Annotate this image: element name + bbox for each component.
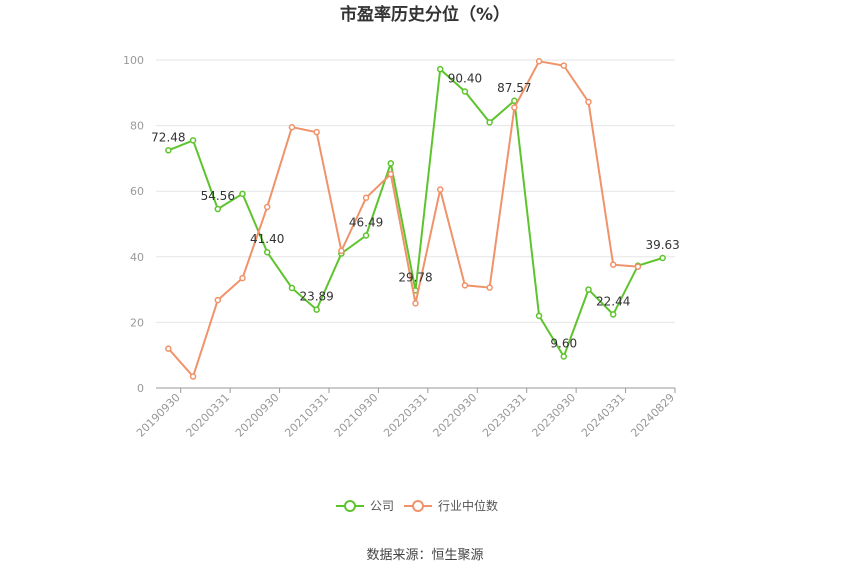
data-point <box>486 119 493 126</box>
y-tick-label: 20 <box>130 316 144 329</box>
x-tick-label: 20230331 <box>480 391 529 440</box>
data-label: 9.60 <box>550 337 577 351</box>
source-note: 数据来源：恒生聚源 <box>366 548 483 563</box>
data-point <box>609 261 617 268</box>
data-point <box>239 274 246 282</box>
data-point <box>436 186 444 193</box>
data-label: 22.44 <box>596 294 630 308</box>
data-label: 39.63 <box>645 238 679 252</box>
y-tick-label: 40 <box>130 251 144 264</box>
x-tick-label: 20190930 <box>134 391 183 440</box>
data-label: 72.48 <box>151 130 185 144</box>
data-point <box>585 98 592 106</box>
data-point <box>165 345 172 352</box>
data-point <box>486 284 493 291</box>
data-label: 46.49 <box>349 216 383 230</box>
legend[interactable]: 公司 行业中位数 <box>336 498 498 513</box>
x-axis: 20190930 20200331 20200930 20210331 20210930… <box>134 387 677 440</box>
x-tick-label: 20200331 <box>183 391 232 440</box>
data-point <box>189 137 197 144</box>
y-tick-label: 60 <box>130 185 144 198</box>
data-point <box>634 263 642 270</box>
data-point <box>313 128 320 136</box>
data-point <box>165 147 172 154</box>
legend-label: 公司 <box>370 499 394 513</box>
data-labels: 72.48 54.56 41.40 23.89 46.49 29.78 90.40 87.57… <box>151 71 680 350</box>
data-label: 54.56 <box>201 189 235 203</box>
data-point <box>511 104 518 111</box>
y-axis: 0 20 40 60 80 100 <box>123 54 144 395</box>
data-point <box>609 311 617 318</box>
data-point <box>560 62 568 69</box>
data-label: 23.89 <box>299 290 333 304</box>
data-point <box>362 194 370 202</box>
data-point <box>412 300 419 307</box>
series-line-1 <box>167 60 638 379</box>
data-point <box>338 247 345 255</box>
series-line-0 <box>168 67 663 359</box>
data-point <box>659 254 666 262</box>
data-point <box>189 373 197 380</box>
data-point <box>288 284 296 292</box>
data-point <box>535 312 543 320</box>
y-tick-label: 80 <box>130 120 144 133</box>
x-tick-label: 20220930 <box>431 391 480 440</box>
data-point <box>436 65 444 73</box>
data-point <box>511 97 518 105</box>
x-tick-label: 20210930 <box>332 391 381 440</box>
data-point <box>535 58 543 65</box>
x-tick-label: 20210331 <box>282 391 331 440</box>
x-tick-label: 20220331 <box>381 391 430 440</box>
data-label: 29.78 <box>398 270 432 284</box>
data-point <box>461 282 469 289</box>
y-tick-label: 100 <box>123 54 144 67</box>
data-point <box>288 123 296 131</box>
x-tick-label: 20200930 <box>233 391 282 440</box>
series-layer <box>165 58 666 380</box>
data-label: 41.40 <box>250 232 284 246</box>
x-tick-label: 20240331 <box>579 391 628 440</box>
data-point <box>560 353 568 360</box>
data-point <box>461 88 469 95</box>
legend-label: 行业中位数 <box>438 498 498 513</box>
x-tick-label: 20230930 <box>529 391 578 440</box>
data-point <box>585 286 592 293</box>
data-point <box>263 203 271 211</box>
data-point <box>214 296 222 304</box>
data-point <box>387 170 395 178</box>
data-point <box>214 205 222 213</box>
data-point <box>362 232 370 239</box>
data-point <box>263 248 271 256</box>
data-label: 87.57 <box>497 81 531 95</box>
legend-swatch-marker <box>412 500 424 512</box>
y-tick-label: 0 <box>137 382 144 395</box>
legend-swatch-marker <box>344 500 356 512</box>
data-label: 90.40 <box>448 71 482 85</box>
data-point <box>239 190 246 198</box>
data-point <box>313 306 320 313</box>
data-point <box>387 160 395 167</box>
x-tick-label: 20240829 <box>628 391 677 440</box>
chart-title: 市盈率历史分位（%） <box>340 4 510 25</box>
